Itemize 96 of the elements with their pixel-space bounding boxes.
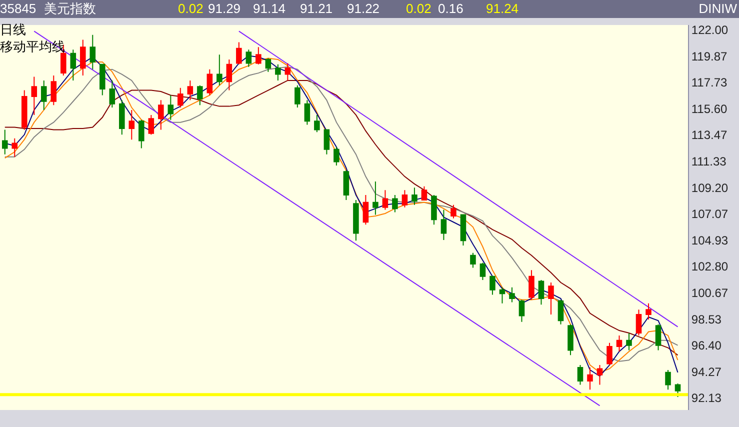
candlestick <box>587 367 593 390</box>
text: 91.29 <box>208 1 241 17</box>
candlestick <box>372 180 378 216</box>
candlestick <box>490 276 496 296</box>
candlestick <box>2 129 8 155</box>
candlestick <box>431 194 437 226</box>
text: 35845 <box>0 1 36 17</box>
candlestick <box>90 34 96 70</box>
candlestick <box>158 100 164 130</box>
candlestick <box>616 334 622 352</box>
candlestick <box>353 199 359 242</box>
candlestick <box>655 324 662 351</box>
candlestick <box>197 84 203 106</box>
candlestick <box>314 114 320 133</box>
candlestick <box>334 146 340 166</box>
candlestick <box>646 302 652 320</box>
candlestick <box>206 68 213 96</box>
candlestick <box>256 46 262 65</box>
y-tick-label: 119.87 <box>691 49 728 64</box>
candlestick <box>577 364 584 386</box>
candlestick <box>392 194 398 213</box>
candlestick <box>168 94 174 120</box>
y-tick-label: 107.07 <box>691 207 728 222</box>
y-tick-label: 102.80 <box>691 260 728 274</box>
y-tick-label: 122.00 <box>691 23 728 38</box>
candlestick <box>499 286 506 304</box>
candlestick <box>40 80 47 111</box>
y-tick-label: 111.33 <box>691 154 727 169</box>
candlestick <box>324 129 330 155</box>
candlestick <box>412 187 418 206</box>
text: 91.14 <box>253 1 286 17</box>
y-tick-label: 100.67 <box>691 286 728 300</box>
text: 91.22 <box>347 1 380 17</box>
y-tick-label: 109.20 <box>691 180 728 195</box>
text: 0.16 <box>438 1 464 17</box>
text: 91.21 <box>300 1 333 17</box>
candlestick <box>294 84 300 108</box>
y-tick-label: 117.73 <box>691 76 728 90</box>
candlestick <box>31 76 38 116</box>
candlestick <box>21 90 28 130</box>
candlestick <box>548 282 554 316</box>
y-tick-label: 115.60 <box>691 102 728 116</box>
candlestick <box>460 214 466 246</box>
candlestick <box>606 342 612 366</box>
candlestick <box>12 138 18 158</box>
candlestick <box>236 42 242 65</box>
candlestick <box>402 190 408 208</box>
candlestick <box>50 75 57 106</box>
candlestick <box>109 80 116 108</box>
candlestick <box>265 58 272 72</box>
candlestick <box>304 100 310 126</box>
candlestick <box>470 252 476 268</box>
candlestick <box>626 332 632 351</box>
candlestick <box>528 270 534 300</box>
y-tick-label: 104.93 <box>691 233 728 248</box>
candlestick <box>665 369 671 390</box>
y-tick-label: 96.40 <box>691 338 722 353</box>
text: 91.24 <box>486 1 519 17</box>
candlestick <box>148 114 154 136</box>
candlestick <box>518 299 525 322</box>
candlestick <box>70 49 76 81</box>
candlestick <box>284 62 291 81</box>
candlestick <box>100 64 106 96</box>
candlestick <box>80 39 86 76</box>
candlestick <box>362 194 369 226</box>
candlestick <box>440 209 447 240</box>
candlestick <box>246 49 252 68</box>
candlestick <box>450 204 456 219</box>
candlestick <box>226 59 232 91</box>
candlestick <box>275 64 281 81</box>
candlestick <box>119 100 125 136</box>
y-tick-label: 98.53 <box>691 312 722 326</box>
candlestick <box>674 383 681 398</box>
candlestick <box>568 324 574 356</box>
candlestick <box>343 170 350 200</box>
candlestick <box>596 364 603 386</box>
chart-title: 美元指数 <box>44 1 96 17</box>
text: 0.02 <box>178 1 204 17</box>
candlestick <box>558 299 564 325</box>
annotation: 日线 <box>0 21 26 39</box>
candlestick <box>128 110 135 140</box>
candlestick <box>480 262 486 281</box>
candlestick <box>138 119 144 149</box>
candlestick <box>538 280 544 306</box>
y-tick-label: 94.27 <box>691 364 722 379</box>
candlestick <box>509 286 515 303</box>
text: 0.02 <box>406 1 432 17</box>
candlestick <box>421 186 428 200</box>
text: DINIW <box>698 1 737 17</box>
candlestick <box>178 87 184 108</box>
candlestick <box>636 309 642 336</box>
y-tick-label: 113.47 <box>691 128 728 142</box>
candlestick <box>382 190 388 210</box>
y-tick-label: 92.13 <box>691 391 722 406</box>
candlestick <box>187 80 194 101</box>
candlestick <box>216 54 222 86</box>
